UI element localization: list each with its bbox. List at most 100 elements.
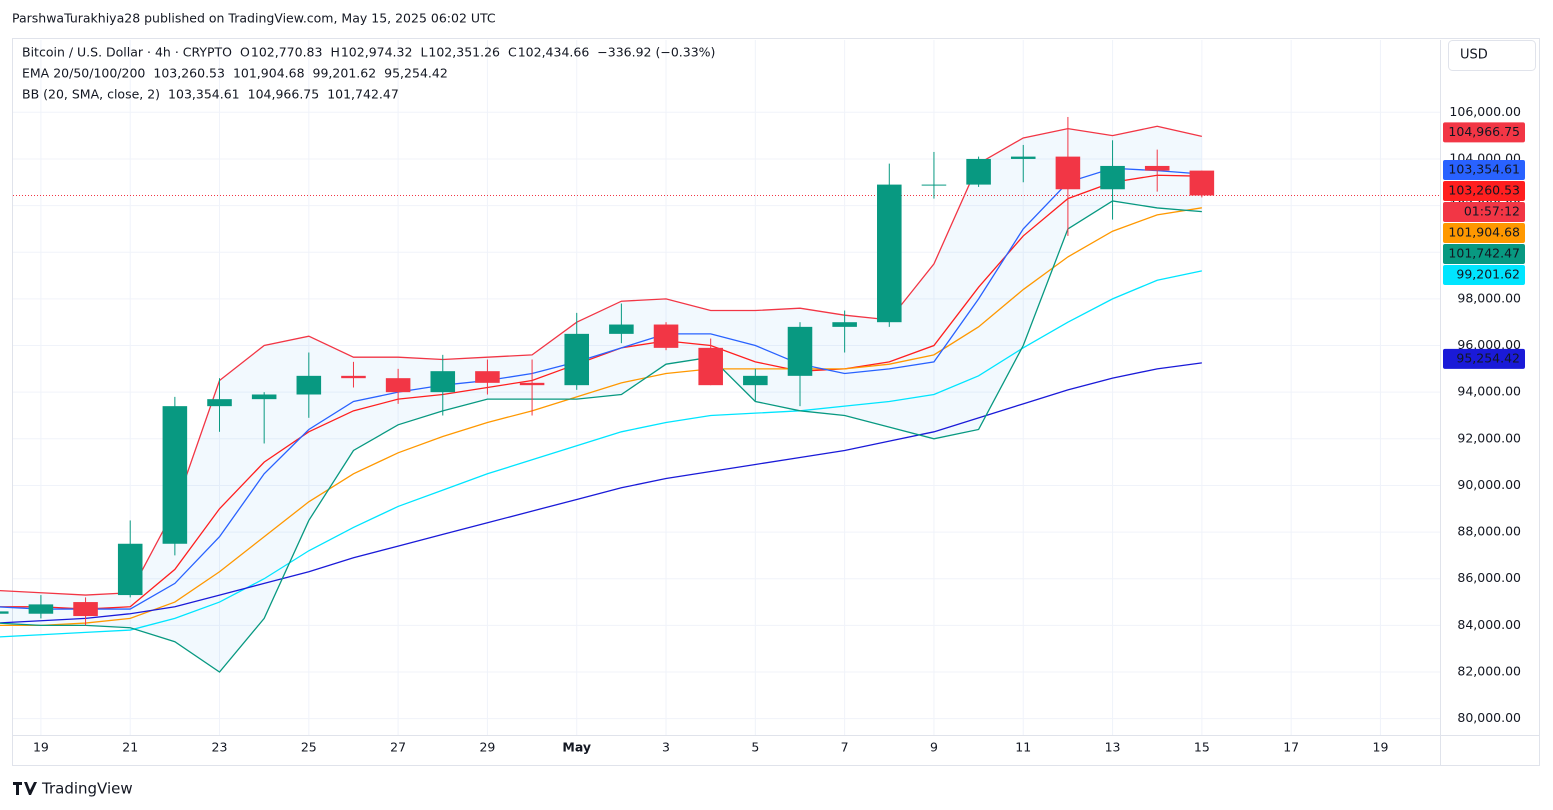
legend-text: 104,966.75 bbox=[248, 87, 320, 102]
legend-text: C bbox=[508, 45, 517, 60]
x-tick-label: 7 bbox=[841, 740, 849, 755]
candle-body bbox=[1144, 165, 1170, 171]
candle-body bbox=[207, 399, 232, 407]
candle-body bbox=[743, 375, 768, 386]
footer-logo: TradingView bbox=[13, 780, 133, 798]
x-tick-label: 3 bbox=[662, 740, 670, 755]
indicator-line bbox=[0, 207, 1202, 627]
x-tick-label: 9 bbox=[930, 740, 938, 755]
fills bbox=[0, 126, 1202, 673]
y-tick-label: 106,000.00 bbox=[1449, 104, 1521, 119]
x-tick-label: May bbox=[562, 740, 591, 755]
candle-body bbox=[787, 326, 813, 376]
legend-text: 101,904.68 bbox=[233, 66, 305, 81]
currency-label[interactable]: USD bbox=[1460, 48, 1488, 63]
publisher-line: ParshwaTurakhiya28 published on TradingV… bbox=[12, 11, 496, 26]
y-tick-label: 88,000.00 bbox=[1457, 524, 1521, 539]
candle-body bbox=[519, 382, 545, 386]
indicator-line bbox=[0, 125, 1203, 596]
legend-text: 99,201.62 bbox=[313, 66, 377, 81]
legend-text: 102,434.66 bbox=[518, 45, 590, 60]
x-tick-label: 11 bbox=[1015, 740, 1031, 755]
y-tick-label: 98,000.00 bbox=[1457, 290, 1521, 305]
chart-frame bbox=[12, 38, 1540, 766]
price-badge-label: 99,201.62 bbox=[1456, 266, 1520, 281]
y-tick-label: 82,000.00 bbox=[1457, 664, 1521, 679]
price-badge bbox=[1443, 122, 1525, 143]
price-badge-label: 101,904.68 bbox=[1448, 224, 1520, 239]
candle-body bbox=[475, 371, 500, 383]
indicator-line bbox=[0, 362, 1202, 624]
legend-text: 102,974.32 bbox=[341, 45, 413, 60]
legend-text: 103,260.53 bbox=[153, 66, 225, 81]
candle-body bbox=[0, 611, 9, 614]
price-badge bbox=[1443, 243, 1525, 264]
x-tick-label: 25 bbox=[301, 740, 317, 755]
candle-body bbox=[609, 324, 634, 334]
brand-name: TradingView bbox=[41, 780, 133, 798]
y-tick-label: 80,000.00 bbox=[1457, 710, 1521, 725]
bollinger-fill bbox=[0, 126, 1202, 673]
price-badges: 104,966.75 103,354.61 103,260.53 01:57:12 10… bbox=[1443, 122, 1525, 369]
x-tick-label: 5 bbox=[751, 740, 759, 755]
x-tick-label: 17 bbox=[1283, 740, 1299, 755]
candle-body bbox=[877, 184, 902, 323]
legend-text: O bbox=[240, 45, 250, 60]
x-tick-label: 19 bbox=[33, 740, 49, 755]
currency-box[interactable] bbox=[1448, 40, 1536, 71]
legend-text: BB (20, SMA, close, 2) bbox=[22, 87, 160, 102]
price-badge-label: 01:57:12 bbox=[1464, 203, 1520, 218]
y-tick-label: 92,000.00 bbox=[1457, 430, 1521, 445]
candle-body bbox=[73, 602, 98, 617]
x-tick-label: 27 bbox=[390, 740, 406, 755]
price-badge-label: 103,260.53 bbox=[1448, 182, 1520, 197]
legend-text: 101,742.47 bbox=[327, 87, 399, 102]
candle-body bbox=[296, 375, 322, 395]
legend-text: 103,354.61 bbox=[168, 87, 240, 102]
y-tick-label: 90,000.00 bbox=[1457, 477, 1521, 492]
legend-text: H bbox=[330, 45, 339, 60]
y-tick-label: 86,000.00 bbox=[1457, 570, 1521, 585]
x-tick-label: 19 bbox=[1373, 740, 1389, 755]
candle-body bbox=[28, 604, 54, 614]
indicator-line bbox=[0, 167, 1202, 610]
candle-body bbox=[117, 543, 143, 596]
price-badge-label: 103,354.61 bbox=[1448, 161, 1520, 176]
candle-body bbox=[1189, 170, 1215, 196]
y-tick-label: 84,000.00 bbox=[1457, 617, 1521, 632]
price-badge bbox=[1443, 222, 1525, 243]
price-badge-label: 104,966.75 bbox=[1448, 124, 1520, 139]
legend-text: EMA 20/50/100/200 bbox=[22, 66, 145, 81]
x-tick-label: 29 bbox=[479, 740, 495, 755]
indicator-line bbox=[0, 270, 1202, 638]
legend: Bitcoin / U.S. Dollar · 4h · CRYPTO O 102,… bbox=[22, 45, 715, 102]
y-tick-label: 96,000.00 bbox=[1457, 337, 1521, 352]
indicator-line bbox=[0, 200, 1202, 673]
logo-mark bbox=[13, 782, 37, 795]
indicator-lines bbox=[0, 125, 1440, 673]
legend-text: L bbox=[420, 45, 427, 60]
legend-text: −336.92 (−0.33%) bbox=[597, 45, 715, 60]
candle-body bbox=[385, 378, 411, 393]
candle-body bbox=[1010, 156, 1036, 159]
legend-text: 95,254.42 bbox=[384, 66, 448, 81]
x-tick-label: 13 bbox=[1105, 740, 1121, 755]
candle-body bbox=[832, 322, 857, 327]
candle-body bbox=[341, 375, 366, 379]
x-tick-label: 21 bbox=[122, 740, 138, 755]
candle-body bbox=[653, 324, 679, 348]
price-badge bbox=[1443, 159, 1525, 180]
y-tick-label: 94,000.00 bbox=[1457, 384, 1521, 399]
price-badge bbox=[1443, 348, 1525, 369]
price-badge-label: 95,254.42 bbox=[1456, 350, 1520, 365]
candle-body bbox=[1055, 156, 1081, 190]
price-badge bbox=[1443, 264, 1525, 285]
candle-body bbox=[564, 333, 590, 386]
candles bbox=[0, 116, 1215, 626]
x-tick-label: 23 bbox=[212, 740, 228, 755]
candle-body bbox=[966, 158, 991, 185]
candle-body bbox=[162, 406, 188, 544]
indicator-line bbox=[0, 174, 1202, 610]
